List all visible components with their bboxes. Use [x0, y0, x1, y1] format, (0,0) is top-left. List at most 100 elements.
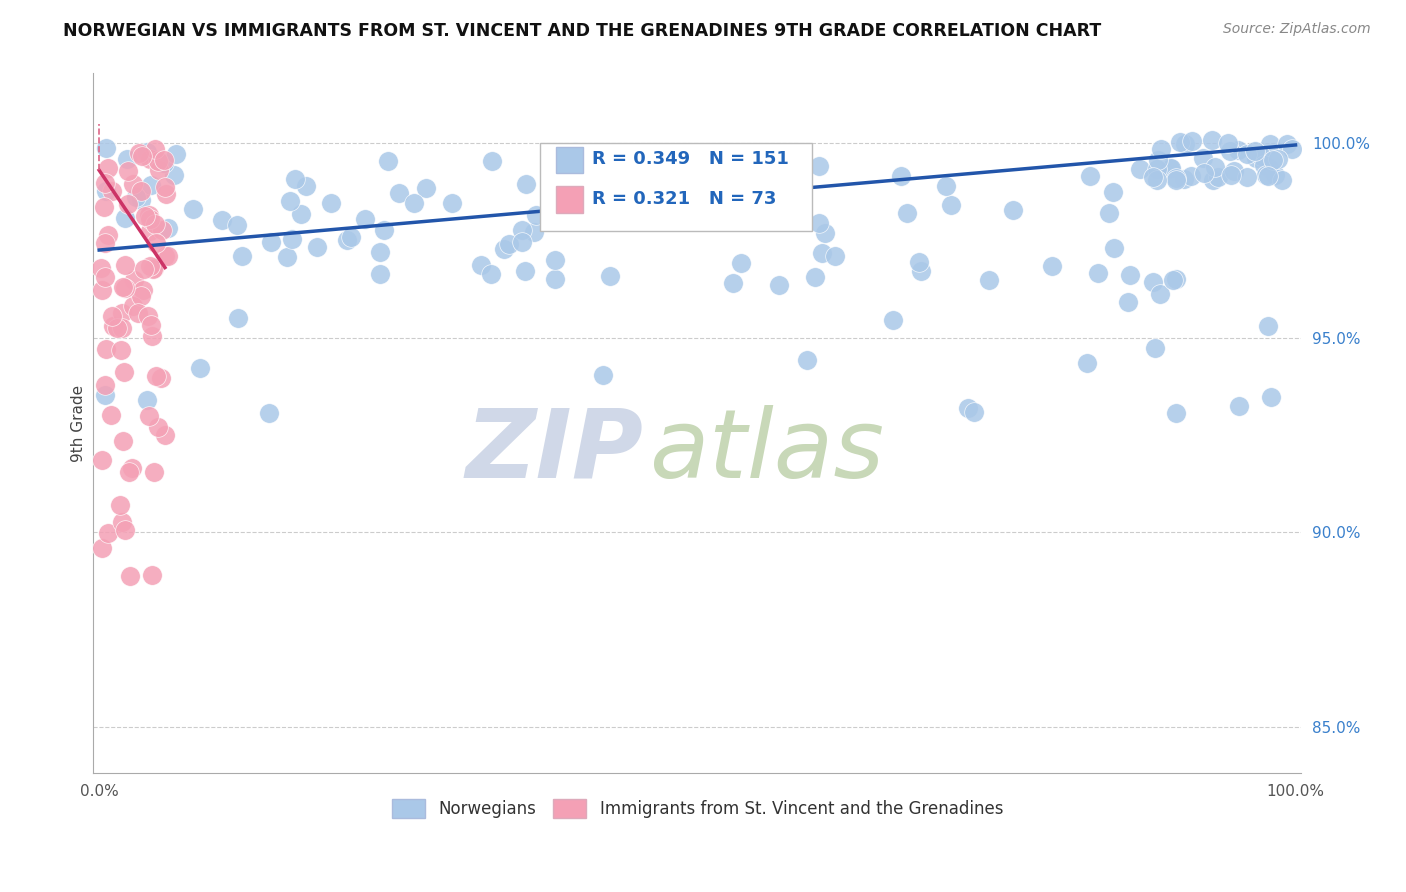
Point: [90, 283, 112, 297]
Point: [156, 249, 179, 263]
Point: [139, 212, 162, 227]
Point: [108, 498, 131, 512]
Point: [810, 246, 832, 260]
Point: [145, 368, 167, 383]
Point: [1208, 169, 1230, 184]
Point: [118, 466, 141, 480]
Point: [90, 453, 112, 467]
Point: [796, 353, 818, 368]
Point: [1119, 268, 1142, 282]
Text: NORWEGIAN VS IMMIGRANTS FROM ST. VINCENT AND THE GRENADINES 9TH GRADE CORRELATIO: NORWEGIAN VS IMMIGRANTS FROM ST. VINCENT…: [63, 22, 1101, 40]
Point: [155, 186, 177, 201]
Point: [111, 306, 134, 320]
Point: [1264, 168, 1286, 182]
Point: [97, 525, 120, 540]
Point: [1160, 161, 1182, 175]
Point: [1102, 185, 1125, 199]
Point: [281, 232, 304, 246]
Point: [90, 541, 112, 555]
Point: [94, 378, 117, 392]
Point: [479, 267, 502, 281]
Point: [1257, 169, 1279, 183]
Point: [544, 253, 567, 268]
Point: [305, 239, 328, 253]
Point: [181, 202, 204, 217]
Point: [1087, 266, 1109, 280]
Point: [129, 184, 152, 198]
Point: [1149, 286, 1171, 301]
Point: [114, 258, 136, 272]
Point: [772, 170, 794, 185]
Point: [513, 264, 536, 278]
Point: [1267, 153, 1289, 167]
Point: [94, 342, 117, 356]
Point: [284, 172, 307, 186]
Point: [153, 155, 176, 169]
Point: [150, 222, 173, 236]
Point: [515, 177, 537, 191]
Point: [163, 168, 186, 182]
Point: [1129, 161, 1152, 176]
Point: [111, 321, 134, 335]
Point: [111, 515, 134, 529]
Point: [977, 273, 1000, 287]
Point: [1102, 241, 1125, 255]
Point: [441, 195, 464, 210]
Point: [1258, 136, 1281, 151]
Point: [226, 311, 249, 326]
Point: [1271, 173, 1294, 187]
Point: [1142, 275, 1164, 289]
Point: [153, 179, 176, 194]
Point: [1275, 137, 1298, 152]
FancyBboxPatch shape: [555, 146, 582, 173]
Point: [658, 188, 681, 202]
Point: [139, 259, 162, 273]
Point: [941, 197, 963, 211]
Point: [153, 428, 176, 442]
Point: [139, 318, 162, 332]
Point: [117, 197, 139, 211]
Point: [134, 210, 156, 224]
Point: [481, 154, 503, 169]
Point: [136, 392, 159, 407]
Point: [1164, 171, 1187, 186]
Point: [882, 313, 904, 327]
Point: [136, 309, 159, 323]
Point: [1250, 149, 1272, 163]
Point: [1244, 144, 1267, 158]
Point: [122, 299, 145, 313]
Point: [388, 186, 411, 200]
Point: [1040, 259, 1063, 273]
Point: [145, 236, 167, 251]
Text: ZIP: ZIP: [465, 405, 643, 498]
Point: [595, 147, 617, 161]
Point: [470, 259, 492, 273]
Point: [373, 223, 395, 237]
Point: [290, 207, 312, 221]
Point: [105, 321, 128, 335]
Point: [93, 200, 115, 214]
Point: [132, 283, 155, 297]
Point: [592, 368, 614, 383]
Point: [124, 190, 146, 204]
Point: [1173, 172, 1195, 186]
Point: [1159, 161, 1181, 175]
Point: [114, 281, 136, 295]
Point: [101, 309, 124, 323]
Point: [1263, 153, 1285, 167]
Point: [1192, 166, 1215, 180]
Point: [278, 194, 301, 209]
Point: [131, 289, 153, 303]
Point: [492, 243, 515, 257]
Point: [143, 142, 166, 156]
FancyBboxPatch shape: [540, 143, 813, 230]
Point: [100, 409, 122, 423]
Point: [1078, 169, 1101, 184]
Point: [122, 273, 145, 287]
Point: [524, 208, 547, 222]
Point: [165, 146, 187, 161]
Point: [1219, 144, 1241, 158]
Point: [148, 163, 170, 178]
Point: [1204, 160, 1226, 174]
Point: [1146, 162, 1168, 177]
